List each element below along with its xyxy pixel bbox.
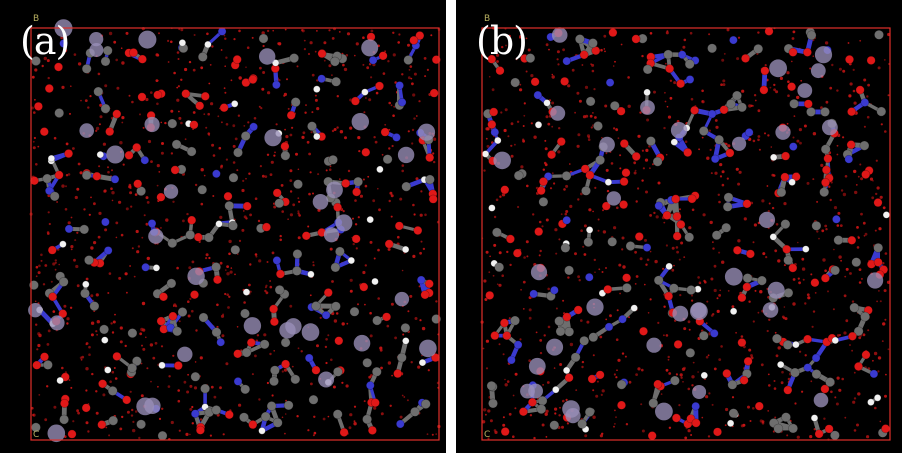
panel-label-b: (b): [476, 22, 527, 60]
structure-render-a: [0, 0, 446, 453]
structure-panel-a: B C (a): [0, 0, 446, 453]
axis-origin-label: C: [33, 430, 39, 440]
structure-render-b: [456, 0, 902, 453]
axis-origin-label: C: [484, 430, 490, 440]
panel-label-a: (a): [20, 22, 69, 60]
structure-panel-b: B C (b): [456, 0, 902, 453]
